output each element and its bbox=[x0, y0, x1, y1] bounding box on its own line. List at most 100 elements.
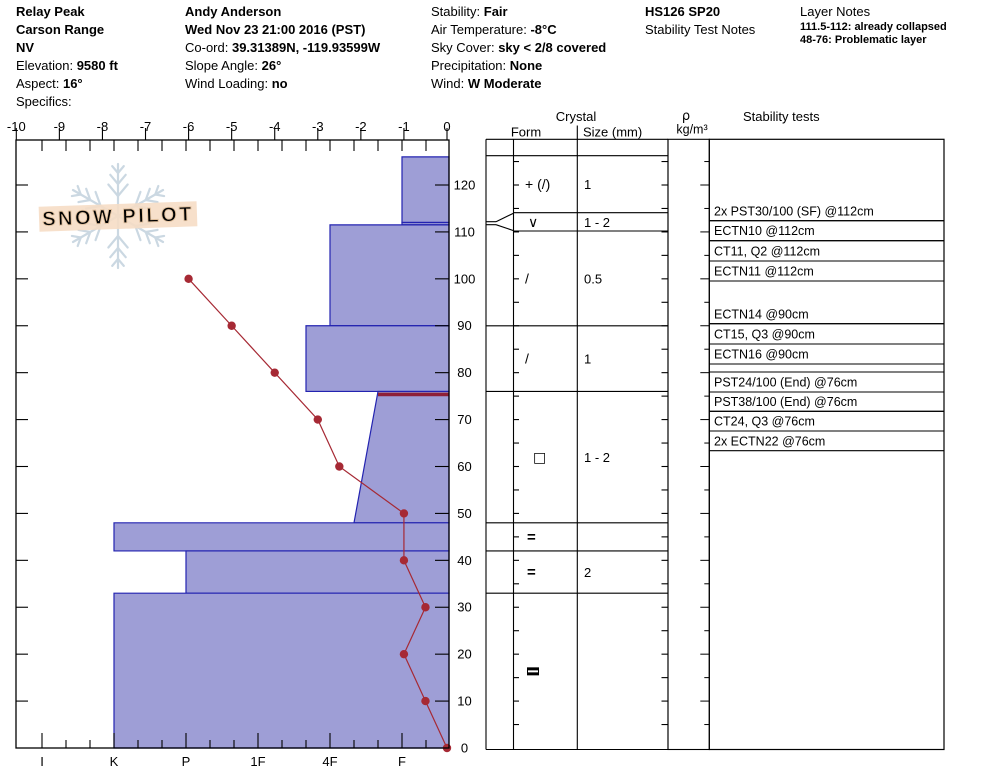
snowflake-branch bbox=[94, 190, 102, 208]
depth-axis-label: 100 bbox=[454, 271, 476, 286]
conditions-field-3-value: None bbox=[509, 58, 543, 73]
location-title-1: Carson Range bbox=[16, 22, 105, 37]
temp-axis-label: -5 bbox=[226, 119, 238, 134]
location-field-0: Elevation: 9580 ft bbox=[16, 57, 118, 75]
hardness-axis-label: 1F bbox=[250, 754, 265, 768]
conditions-field-1-label: Air Temperature: bbox=[431, 22, 531, 37]
snowflake-branch bbox=[111, 165, 120, 175]
snowflake-branch bbox=[109, 246, 120, 259]
layer-bar-7 bbox=[113, 592, 450, 749]
temperature-point-10 bbox=[184, 274, 193, 284]
size-header-label: Size (mm) bbox=[583, 125, 642, 140]
conditions-field-2-label: Sky Cover: bbox=[431, 40, 499, 55]
snowflake-branch bbox=[144, 187, 151, 202]
observer-field-2-value: no bbox=[271, 76, 288, 91]
depth-axis-label: 50 bbox=[457, 506, 471, 521]
location-field-1: Aspect: 16° bbox=[16, 75, 118, 93]
layer-bar-2 bbox=[329, 224, 450, 327]
hardness-axis-label: P bbox=[182, 754, 191, 768]
depth-axis-label: 10 bbox=[457, 694, 471, 709]
depth-axis-label: 30 bbox=[457, 600, 471, 615]
layer-notes-title: Layer Notes bbox=[800, 4, 871, 19]
temp-axis-label: -9 bbox=[54, 119, 66, 134]
tests-column-box bbox=[708, 138, 945, 751]
grain-form-symbol: + (/) bbox=[525, 176, 550, 192]
temperature-point-9 bbox=[227, 321, 236, 330]
grain-form-symbol: □ bbox=[533, 450, 546, 466]
snowflake-branch bbox=[154, 184, 160, 196]
temp-axis-label: -4 bbox=[269, 119, 281, 134]
depth-axis-label: 80 bbox=[457, 365, 471, 380]
depth-axis-label: 110 bbox=[454, 224, 475, 239]
stability-tests-table: 2x PST30/100 (SF) @112cm ECTN10 @112cm CT1… bbox=[708, 138, 945, 751]
grain-form-symbol: / bbox=[525, 351, 529, 367]
snowflake-icon bbox=[70, 162, 166, 270]
observer-title-1: Wed Nov 23 21:00 2016 (PST) bbox=[185, 22, 366, 37]
observer-field-1-label: Slope Angle: bbox=[185, 58, 262, 73]
observer-title-0: Andy Anderson bbox=[185, 4, 282, 19]
location-title-2: NV bbox=[16, 40, 35, 55]
grain-form-symbol: / bbox=[525, 270, 529, 286]
temperature-point-3 bbox=[421, 603, 430, 612]
plot-frame bbox=[15, 139, 450, 749]
snowflake-branch bbox=[116, 257, 125, 267]
snowflake-branch bbox=[70, 193, 82, 198]
temperature-line bbox=[184, 274, 452, 753]
stability-test-label: ECTN16 @90cm bbox=[714, 348, 809, 362]
temp-axis-label: -6 bbox=[183, 119, 195, 134]
snowflake-branch bbox=[154, 193, 166, 198]
conditions-field-4: Wind: W Moderate bbox=[431, 75, 606, 93]
snowflake-branch bbox=[154, 234, 166, 239]
snowflake-branch bbox=[109, 173, 120, 186]
depth-axis-label: 60 bbox=[457, 459, 471, 474]
header-location-block: Relay Peak Carson Range NV Elevation: 9580 … bbox=[16, 3, 118, 111]
conditions-field-0-label: Stability: bbox=[431, 4, 484, 19]
observer-field-0-label: Co-ord: bbox=[185, 40, 232, 55]
temperature-point-8 bbox=[270, 368, 279, 377]
grain-size-value: 1 bbox=[584, 177, 591, 192]
watermark-group: SNOW PILOT bbox=[38, 162, 198, 270]
hardness-axis-label: 4F bbox=[322, 754, 337, 768]
conditions-field-3-label: Precipitation: bbox=[431, 58, 510, 73]
temp-axis-label: -10 bbox=[7, 119, 26, 134]
snowflake-branch bbox=[116, 234, 129, 249]
snowflake-branch bbox=[154, 236, 160, 248]
depth-axis-label: 0 bbox=[461, 741, 468, 756]
grain-size-value: 0.5 bbox=[584, 271, 602, 286]
temp-axis-label: 0 bbox=[443, 119, 450, 134]
snowflake-branch bbox=[107, 183, 120, 198]
snowflake-branch bbox=[70, 234, 82, 239]
temperature-point-7 bbox=[313, 415, 322, 424]
snowflake-branch bbox=[116, 165, 125, 175]
table-headers: Crystal Form Size (mm) ρ kg/m³ Stability… bbox=[511, 109, 820, 140]
watermark-banner bbox=[38, 201, 198, 232]
temperature-point-4 bbox=[399, 556, 409, 565]
crystal-header-label: Crystal bbox=[556, 109, 597, 124]
temp-axis-label: -2 bbox=[355, 119, 367, 134]
layer-bar-3 bbox=[305, 325, 450, 393]
conditions-field-4-label: Wind: bbox=[431, 76, 468, 91]
conditions-field-2: Sky Cover: sky < 2/8 covered bbox=[431, 39, 606, 57]
stability-test-label: 2x ECTN22 @76cm bbox=[714, 434, 825, 448]
stability-test-label: CT24, Q3 @76cm bbox=[714, 415, 815, 429]
stability-test-label: ECTN10 @112cm bbox=[714, 224, 815, 238]
hardness-axis-label: K bbox=[110, 754, 119, 768]
location-field-2: Specifics: bbox=[16, 93, 118, 111]
stability-test-label: CT15, Q3 @90cm bbox=[714, 327, 815, 341]
conditions-field-0-value: Fair bbox=[483, 4, 508, 19]
stability-test-label: CT11, Q2 @112cm bbox=[714, 244, 820, 258]
snowflake-branch bbox=[144, 198, 159, 204]
grain-form-symbol: = bbox=[527, 564, 536, 581]
observer-field-1: Slope Angle: 26° bbox=[185, 57, 380, 75]
hardness-bars bbox=[113, 156, 450, 749]
density-unit-label: kg/m³ bbox=[676, 123, 707, 137]
plot-frame-and-ticks bbox=[15, 128, 450, 749]
grain-form-symbol: = bbox=[527, 529, 536, 546]
depth-axis-label: 70 bbox=[457, 412, 471, 427]
stability-test-label: ECTN14 @90cm bbox=[714, 308, 809, 322]
conditions-field-4-value: W Moderate bbox=[467, 76, 542, 91]
temperature-point-6 bbox=[335, 462, 344, 471]
snowflake-branch bbox=[77, 198, 92, 204]
